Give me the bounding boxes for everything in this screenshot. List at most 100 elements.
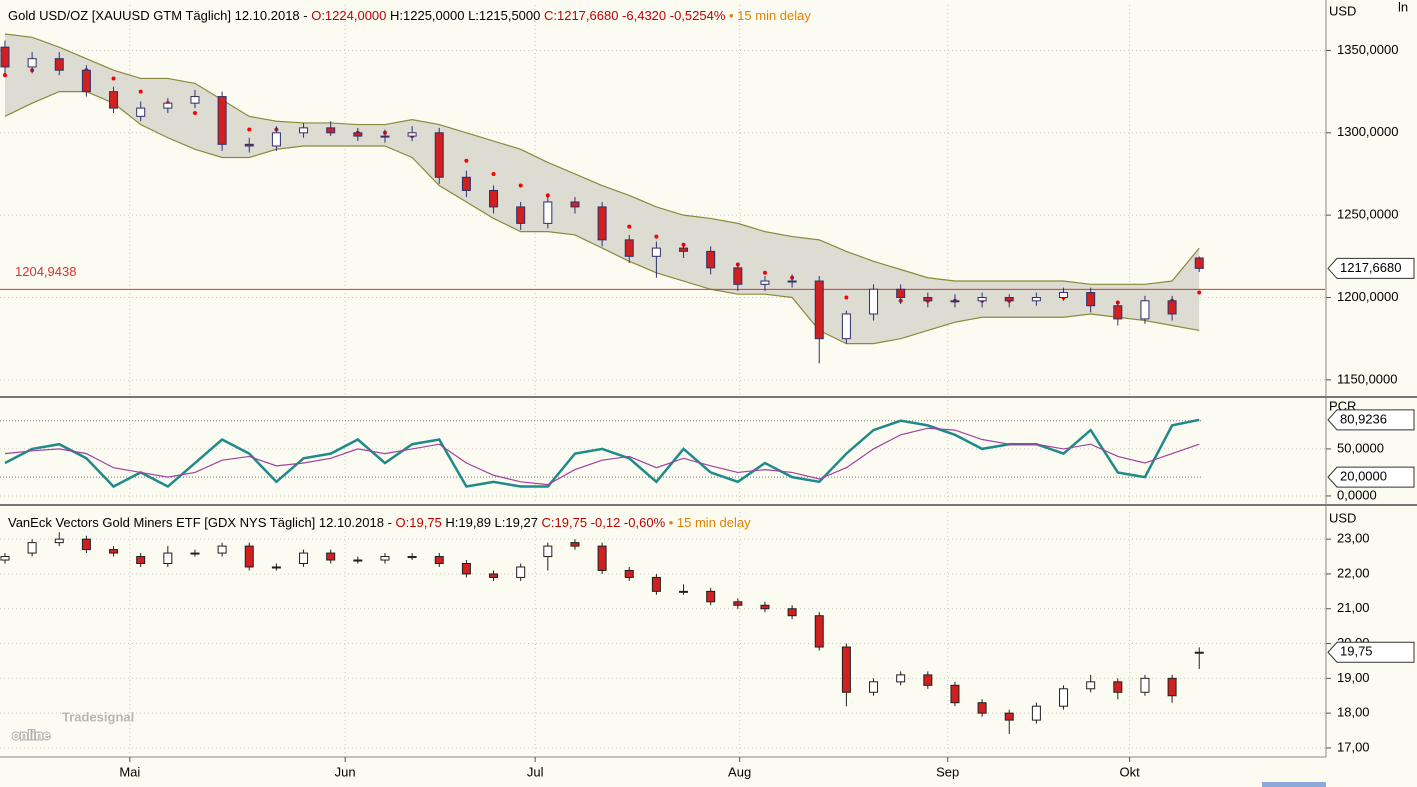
header-part: O:1224,0000 xyxy=(311,8,386,23)
middle-dot xyxy=(247,127,252,132)
candle-body xyxy=(217,96,227,145)
candle-body xyxy=(977,702,987,714)
y-tick-label: 1350,0000 xyxy=(1337,42,1398,57)
candle-body xyxy=(81,538,91,551)
candle-body xyxy=(434,556,444,565)
price-marker xyxy=(1327,409,1415,431)
candle-body xyxy=(651,576,661,592)
candle-body xyxy=(1031,705,1041,721)
candle-body xyxy=(923,674,933,686)
candle-body xyxy=(27,58,37,68)
middle-dot xyxy=(762,270,767,275)
candle-body xyxy=(1059,292,1069,298)
candle-body xyxy=(543,545,553,558)
header-part: • 15 min delay xyxy=(725,8,811,23)
panel-header: VanEck Vectors Gold Miners ETF [GDX NYS … xyxy=(8,515,751,530)
scrollbar[interactable] xyxy=(1262,782,1326,787)
candle-body xyxy=(706,250,716,269)
candle-body xyxy=(950,684,960,704)
candle-body xyxy=(407,556,417,559)
y-tick-label: 1250,0000 xyxy=(1337,207,1398,222)
candle-body xyxy=(1086,292,1096,307)
candle-body xyxy=(570,201,580,208)
candle-body xyxy=(516,566,526,578)
candle-body xyxy=(1140,300,1150,320)
middle-dot xyxy=(138,89,143,94)
price-marker-label: 80,9236 xyxy=(1340,411,1387,426)
candle-body xyxy=(326,127,336,134)
candle-body xyxy=(1004,712,1014,721)
candle-body xyxy=(1059,688,1069,707)
candle-body xyxy=(0,556,10,561)
candle-body xyxy=(597,545,607,571)
candle-body xyxy=(461,176,471,191)
candle-body xyxy=(489,573,499,578)
header-part: C:1217,6680 -6,4320 -0,5254% xyxy=(544,8,726,23)
horizontal-line-label: 1204,9438 xyxy=(15,264,76,279)
candle-body xyxy=(461,563,471,575)
middle-dot xyxy=(491,171,496,176)
header-part: C:19,75 -0,12 -0,60% xyxy=(542,515,666,530)
candle-body xyxy=(217,545,227,554)
band-lower xyxy=(4,91,1200,345)
candle-body xyxy=(624,569,634,578)
header-part: H:1225,0000 L:1215,5000 xyxy=(386,8,544,23)
candle-body xyxy=(543,201,553,224)
candle-body xyxy=(136,107,146,117)
middle-dot xyxy=(192,111,197,116)
candle-body xyxy=(299,552,309,565)
header-part: H:19,89 L:19,27 xyxy=(442,515,542,530)
y-tick-label: 50,0000 xyxy=(1337,440,1384,455)
y-tick-label: 22,00 xyxy=(1337,565,1370,580)
candle-body xyxy=(733,267,743,285)
candle-body xyxy=(1194,651,1204,654)
middle-dot xyxy=(518,183,523,188)
candle-body xyxy=(190,96,200,104)
logo-small: Tradesignal xyxy=(62,709,134,724)
candle-body xyxy=(896,674,906,683)
band-fill xyxy=(4,33,1200,344)
price-marker-label: 20,0000 xyxy=(1340,469,1387,484)
candle-body xyxy=(733,601,743,606)
y-tick-label: 17,00 xyxy=(1337,739,1370,754)
panel-header: Gold USD/OZ [XAUUSD GTM Täglich] 12.10.2… xyxy=(8,8,811,23)
candle-body xyxy=(516,206,526,224)
candle-body xyxy=(896,288,906,298)
candle-body xyxy=(353,132,363,137)
candle-body xyxy=(353,559,363,562)
price-marker xyxy=(1327,466,1415,488)
panel: 17,0018,0019,0020,0021,0022,0023,00MaiJu… xyxy=(0,510,1415,779)
corner-label: ln xyxy=(1398,0,1408,14)
middle-dot xyxy=(2,73,7,78)
candle-body xyxy=(326,552,336,561)
candle-body xyxy=(679,247,689,252)
indicator-line xyxy=(4,418,1200,489)
price-marker-label: 1217,6680 xyxy=(1340,260,1401,275)
candle-body xyxy=(679,590,689,593)
candle-body xyxy=(136,556,146,565)
candle-body xyxy=(1113,681,1123,693)
candle-body xyxy=(109,91,119,109)
x-tick-label: Aug xyxy=(728,764,751,779)
middle-dot xyxy=(654,234,659,239)
candle-body xyxy=(271,566,281,569)
price-marker xyxy=(1327,641,1415,663)
indicator-line xyxy=(4,427,1200,486)
candle-body xyxy=(489,189,499,208)
candle-body xyxy=(651,247,661,257)
price-marker-label: 19,75 xyxy=(1340,644,1373,659)
header-part: Gold USD/OZ [XAUUSD GTM Täglich] 12.10.2… xyxy=(8,8,311,23)
candle-body xyxy=(1194,257,1204,269)
panel: 1150,0000 1200,0000 1250,0000 1300,0000 1350… xyxy=(0,0,1415,395)
axis-unit: USD xyxy=(1329,3,1356,18)
middle-dot xyxy=(844,295,849,300)
candle-body xyxy=(163,552,173,565)
y-tick-label: 23,00 xyxy=(1337,531,1370,546)
candle-body xyxy=(0,46,10,68)
candle-body xyxy=(570,542,580,547)
candle-body xyxy=(923,297,933,302)
header-part: VanEck Vectors Gold Miners ETF [GDX NYS … xyxy=(8,515,396,530)
candle-body xyxy=(624,239,634,257)
